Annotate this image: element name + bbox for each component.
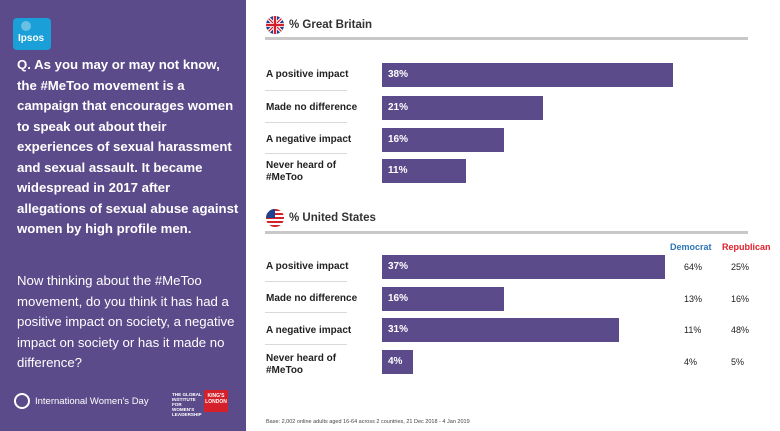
democrat-column-header: Democrat: [670, 242, 712, 252]
row-divider: [265, 90, 347, 91]
category-label: A negative impact: [266, 134, 352, 145]
base-note: Base: 2,002 online adults aged 16-64 acr…: [266, 419, 470, 425]
bar-value-label: 38%: [388, 69, 409, 80]
prompt-text: Now thinking about the #MeToo movement, …: [17, 273, 235, 370]
category-label: Never heard of #MeToo: [266, 353, 337, 376]
us-title: % United States: [289, 212, 376, 224]
bar: 21%: [382, 96, 543, 120]
bar-value-label: 21%: [388, 102, 409, 113]
uk-flag-icon: [266, 16, 284, 34]
democrat-value: 4%: [684, 357, 698, 367]
question-text: Q. As you may or may not know, the #MeTo…: [17, 57, 239, 236]
bar-value-label: 11%: [388, 165, 408, 176]
gb-rule: [265, 37, 748, 40]
left-panel: Ipsos Q. As you may or may not know, the…: [0, 0, 246, 431]
iwd-label: International Women's Day: [35, 395, 149, 407]
bar-value-label: 16%: [388, 293, 409, 304]
logo-text: Ipsos: [18, 33, 45, 44]
bar: 16%: [382, 128, 505, 152]
us-section-header: % United States: [266, 209, 376, 227]
row-divider: [265, 281, 347, 282]
democrat-value: 64%: [684, 262, 703, 272]
bar: 31%: [382, 318, 620, 342]
bar-value-label: 4%: [388, 356, 403, 367]
category-label: Never heard of #MeToo: [266, 160, 337, 183]
us-flag-icon: [266, 209, 284, 227]
gb-section-header: % Great Britain: [266, 16, 372, 34]
category-label: A positive impact: [266, 261, 349, 272]
bar-value-label: 16%: [388, 134, 409, 145]
row-divider: [265, 312, 347, 313]
kings-logo: KING'S LONDON: [204, 390, 228, 412]
republican-value: 5%: [731, 357, 745, 367]
gb-title: % Great Britain: [289, 19, 373, 31]
category-label: Made no difference: [266, 293, 358, 304]
bar-value-label: 37%: [388, 261, 409, 272]
giwl-logo: THE GLOBAL INSTITUTE FOR WOMEN'S LEADERS…: [172, 392, 202, 417]
logo-mark-icon: [21, 21, 31, 31]
bar: 16%: [382, 287, 505, 311]
bar: 38%: [382, 63, 673, 87]
republican-column-header: Republican: [722, 242, 771, 252]
row-divider: [265, 344, 347, 345]
iwd-footer: International Women's Day: [14, 393, 149, 409]
bar-value-label: 31%: [388, 324, 409, 335]
bar: 37%: [382, 255, 666, 279]
democrat-value: 11%: [684, 325, 702, 335]
bar: 11%: [382, 159, 467, 183]
bar: 4%: [382, 350, 413, 374]
democrat-value: 13%: [684, 294, 703, 304]
row-divider: [265, 122, 347, 123]
category-label: Made no difference: [266, 102, 358, 113]
category-label: A negative impact: [266, 325, 352, 336]
republican-value: 16%: [731, 294, 750, 304]
row-divider: [265, 153, 347, 154]
iwd-circle-icon: [14, 393, 30, 409]
republican-value: 48%: [731, 325, 750, 335]
ipsos-logo: Ipsos: [13, 18, 51, 50]
category-label: A positive impact: [266, 69, 349, 80]
republican-value: 25%: [731, 262, 750, 272]
us-rule: [265, 231, 748, 234]
